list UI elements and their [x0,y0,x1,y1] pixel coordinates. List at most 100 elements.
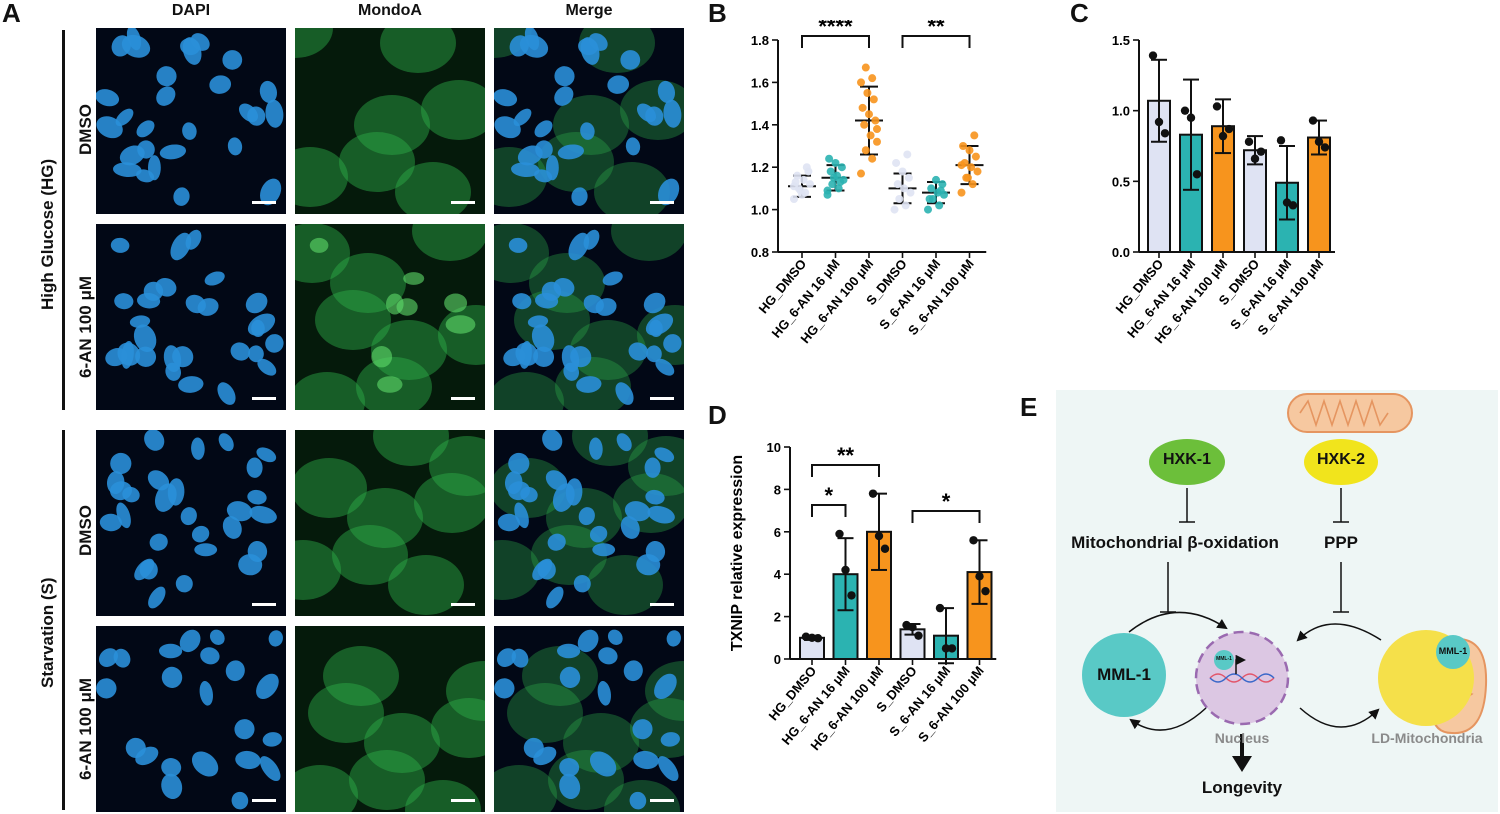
data-point [903,150,912,159]
data-point [868,74,877,83]
data-point [895,195,904,203]
ld-mitochondria-icon [1378,630,1488,735]
data-point [868,489,878,498]
longevity-label: Longevity [1201,778,1283,797]
y-tick-label: 1.0 [751,203,769,218]
scale-bar [252,603,276,606]
mito-beta-oxidation-label: Mitochondrial β-oxidation [1071,533,1279,552]
hxk2-node [1304,439,1378,485]
significance-bracket [811,464,880,477]
scale-bar [252,201,276,204]
data-point [861,146,870,155]
data-point [1244,137,1254,146]
data-point [968,180,977,189]
data-point [831,158,840,167]
scale-bar [451,603,475,606]
scale-bar [650,603,674,606]
significance-bracket [901,35,971,48]
data-point [1192,170,1202,179]
inhibition-beta-ox [1160,562,1176,613]
hxk1-node [1149,439,1225,485]
column-header-merge: Merge [565,2,613,19]
data-point [924,205,932,214]
y-axis-label: TXNIP relative expression [730,455,746,651]
data-point [802,163,811,172]
data-point [1180,106,1190,115]
data-point [799,175,808,184]
y-tick-label: 1.2 [751,160,769,175]
mml1-node [1082,633,1166,717]
data-point [975,572,984,581]
data-point [1160,129,1170,138]
data-point [890,205,899,214]
data-point [973,167,982,176]
s-group-bracket [62,430,65,810]
scale-bar [451,397,475,400]
longevity-arrow-icon [1232,734,1252,772]
micrograph-dapi-row-2 [96,224,286,410]
data-point [969,536,978,545]
pathway-diagram-svg [1082,393,1488,772]
y-tick-label: 1.5 [1112,33,1130,48]
bar [1243,149,1267,254]
pathway-diagram: HXK-1 HXK-2 Mitochondrial β-oxidation PP… [1056,390,1498,812]
y-tick-label: 1.4 [751,118,770,133]
data-point [892,158,901,167]
significance-label: ** [837,443,855,468]
data-point [841,565,850,575]
significance-bracket [811,504,847,517]
data-point [904,173,913,182]
data-point [1218,131,1228,141]
data-point [826,167,835,176]
data-point [835,529,844,539]
data-point [807,633,817,642]
arrow-ld-to-nucleus [1296,623,1382,642]
data-point [829,173,838,182]
arrow-mml1-to-nucleus [1128,611,1228,633]
significance-label: ** [927,20,945,39]
data-point [1250,154,1260,163]
data-point [914,631,923,640]
data-point [847,591,856,600]
data-point [868,154,877,163]
scale-bar [650,799,674,802]
data-point [1256,147,1266,156]
panel-label-b: B [708,0,727,28]
data-point [936,186,945,195]
data-point [906,188,915,197]
data-point [898,167,907,176]
nucleus-mml1-label: MML-1 [1216,656,1232,662]
data-point [941,644,951,653]
y-tick-label: 10 [767,440,781,455]
nucleus-mml1-icon [1214,650,1234,670]
data-point [796,186,805,195]
inhibition-hxk1 [1179,488,1195,523]
data-point [970,131,979,140]
data-point [959,142,968,150]
hxk1-label: HXK-1 [1162,451,1211,468]
micrograph-dapi-row-4 [96,626,286,812]
s-group-label: Starvation (S) [38,577,57,688]
transcription-arrow-icon [1235,654,1247,674]
column-header-dapi: DAPI [171,2,211,19]
significance-label: * [942,489,951,514]
y-tick-label: 0.8 [751,245,769,260]
data-point [965,146,974,155]
data-point [860,120,869,129]
data-point [927,184,936,193]
scale-bar [252,397,276,400]
data-point [825,154,834,163]
nucleus-label: Nucleus [1214,730,1270,746]
inhibition-hxk2 [1333,488,1349,523]
data-point [932,175,940,184]
micrograph-mondoa-row-2 [295,224,485,410]
panel-label-c: C [1070,0,1089,28]
data-point [947,644,957,653]
micrograph-merge-row-3 [494,430,684,616]
data-point [1224,124,1234,134]
mml1-label: MML-1 [1097,665,1151,684]
y-tick-label: 1.0 [1112,104,1130,119]
data-point [869,95,878,104]
column-header-mondoa: MondoA [358,2,422,19]
data-point [806,180,814,189]
